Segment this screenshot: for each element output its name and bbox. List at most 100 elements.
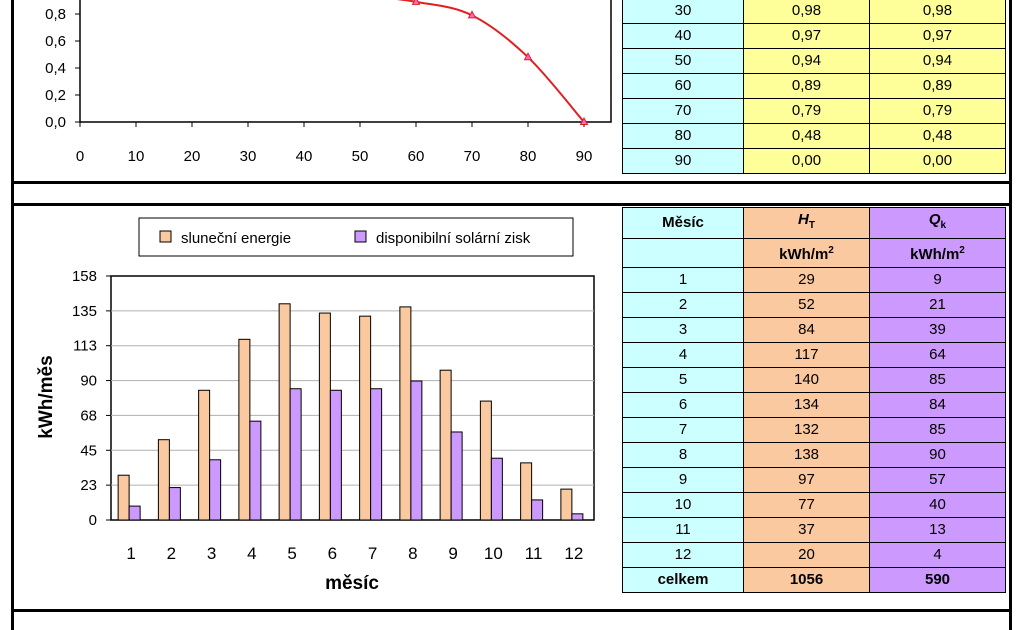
- units-ht: kWh/m2: [743, 238, 870, 268]
- x-tick-label: 4: [247, 544, 256, 563]
- table-cell: 0,00: [743, 148, 870, 174]
- table-row: 50 0,94 0,94: [622, 48, 1006, 74]
- data-point-marker: [579, 116, 589, 125]
- bar-solar-gain: [128, 505, 141, 521]
- y-tick-label: 158: [72, 268, 97, 285]
- table-cell: 11: [622, 517, 744, 543]
- x-tick-label: 80: [520, 148, 537, 165]
- table-cell: 39: [869, 317, 1006, 343]
- table-row: 80 0,48 0,48: [622, 123, 1006, 149]
- table-row: 12 20 4: [622, 542, 1006, 568]
- table-cell: 80: [622, 123, 744, 149]
- bar-solar-energy: [399, 306, 412, 521]
- bar-solar-energy: [238, 338, 251, 521]
- data-point-marker: [523, 52, 533, 61]
- table-cell: 5: [622, 367, 744, 393]
- bar-solar-gain: [571, 513, 584, 521]
- x-tick-label: 40: [296, 148, 313, 165]
- table-cell: 0,98: [743, 0, 870, 24]
- table-row: 1 29 9: [622, 267, 1006, 293]
- bar-solar-energy: [278, 303, 291, 521]
- table-cell: 134: [743, 392, 870, 418]
- bar-solar-gain: [370, 388, 383, 521]
- x-tick-label: 12: [564, 544, 583, 563]
- frame-left-border: [11, 0, 14, 630]
- table-cell: 138: [743, 442, 870, 468]
- table-cell: 97: [743, 467, 870, 493]
- angle-factor-table: 30 0,98 0,98 40 0,97 0,97 50 0,94 0,94 60 0,89 0,89…: [622, 0, 1006, 174]
- table-row: 7 132 85: [622, 417, 1006, 443]
- table-cell: 29: [743, 267, 870, 293]
- bar-solar-gain: [249, 420, 262, 521]
- table-cell: 10: [622, 492, 744, 518]
- table-cell: 90: [869, 442, 1006, 468]
- table-cell: 8: [622, 442, 744, 468]
- table-cell: 0,97: [743, 23, 870, 49]
- x-tick-label: 20: [184, 148, 201, 165]
- header-qk: Qk: [869, 207, 1006, 239]
- table-cell: 20: [743, 542, 870, 568]
- y-tick-label: 23: [80, 477, 97, 494]
- bar-solar-energy: [560, 488, 573, 521]
- table-cell: 1: [622, 267, 744, 293]
- header-ht: HT: [743, 207, 870, 239]
- table-cell: 90: [622, 148, 744, 174]
- total-row: celkem 1056 590: [622, 567, 1006, 593]
- data-point-marker: [467, 10, 477, 19]
- legend-swatch: [354, 230, 367, 243]
- table-row: 70 0,79 0,79: [622, 98, 1006, 124]
- angle-factor-line-chart: 0,00,20,40,60,81,00102030405060708090: [45, 0, 612, 165]
- bar-solar-gain: [168, 487, 181, 521]
- x-tick-label: 7: [368, 544, 377, 563]
- legend-swatch: [159, 230, 172, 243]
- table-cell: 60: [622, 73, 744, 99]
- table-row: 30 0,98 0,98: [622, 0, 1006, 24]
- bar-solar-energy: [117, 474, 130, 521]
- y-tick-label: 45: [80, 442, 97, 459]
- bar-solar-energy: [157, 439, 170, 521]
- table-cell: 7: [622, 417, 744, 443]
- table-cell: 84: [869, 392, 1006, 418]
- y-tick-label: 0,2: [45, 87, 66, 104]
- table-cell: 590: [869, 567, 1006, 593]
- x-tick-label: 30: [240, 148, 257, 165]
- bar-solar-gain: [329, 389, 342, 521]
- table-cell: 12: [622, 542, 744, 568]
- table-cell: 64: [869, 342, 1006, 368]
- table-cell: 70: [622, 98, 744, 124]
- header-month: Měsíc: [622, 207, 744, 239]
- table-cell: 2: [622, 292, 744, 318]
- table-cell: 0,48: [743, 123, 870, 149]
- bar-solar-energy: [198, 389, 211, 521]
- x-tick-label: 9: [448, 544, 457, 563]
- table-cell: 0,97: [869, 23, 1006, 49]
- table-cell: 132: [743, 417, 870, 443]
- table-row: 3 84 39: [622, 317, 1006, 343]
- x-tick-label: 10: [128, 148, 145, 165]
- bar-solar-energy: [439, 369, 452, 521]
- table-cell: 0,89: [743, 73, 870, 99]
- table-cell: 0,00: [869, 148, 1006, 174]
- table-cell: 3: [622, 317, 744, 343]
- table-cell: 85: [869, 417, 1006, 443]
- bar-solar-gain: [410, 380, 423, 521]
- table-cell: 0,94: [743, 48, 870, 74]
- x-tick-label: 11: [525, 544, 543, 563]
- table-cell: 9: [622, 467, 744, 493]
- plot-area: [79, 0, 612, 123]
- table-row: 10 77 40: [622, 492, 1006, 518]
- x-tick-label: 5: [287, 544, 296, 563]
- table-cell: 4: [869, 542, 1006, 568]
- table-cell: 21: [869, 292, 1006, 318]
- table-cell: 30: [622, 0, 744, 24]
- table-row: 5 140 85: [622, 367, 1006, 393]
- y-tick-label: 0: [89, 512, 97, 529]
- table-row: 90 0,00 0,00: [622, 148, 1006, 174]
- x-axis-title: měsíc: [325, 573, 379, 594]
- y-tick-label: 113: [73, 338, 97, 355]
- y-tick-label: 0,4: [45, 60, 66, 77]
- table-row: 2 52 21: [622, 292, 1006, 318]
- y-tick-label: 0,8: [45, 6, 66, 23]
- x-tick-label: 70: [464, 148, 481, 165]
- bar-solar-energy: [479, 400, 492, 521]
